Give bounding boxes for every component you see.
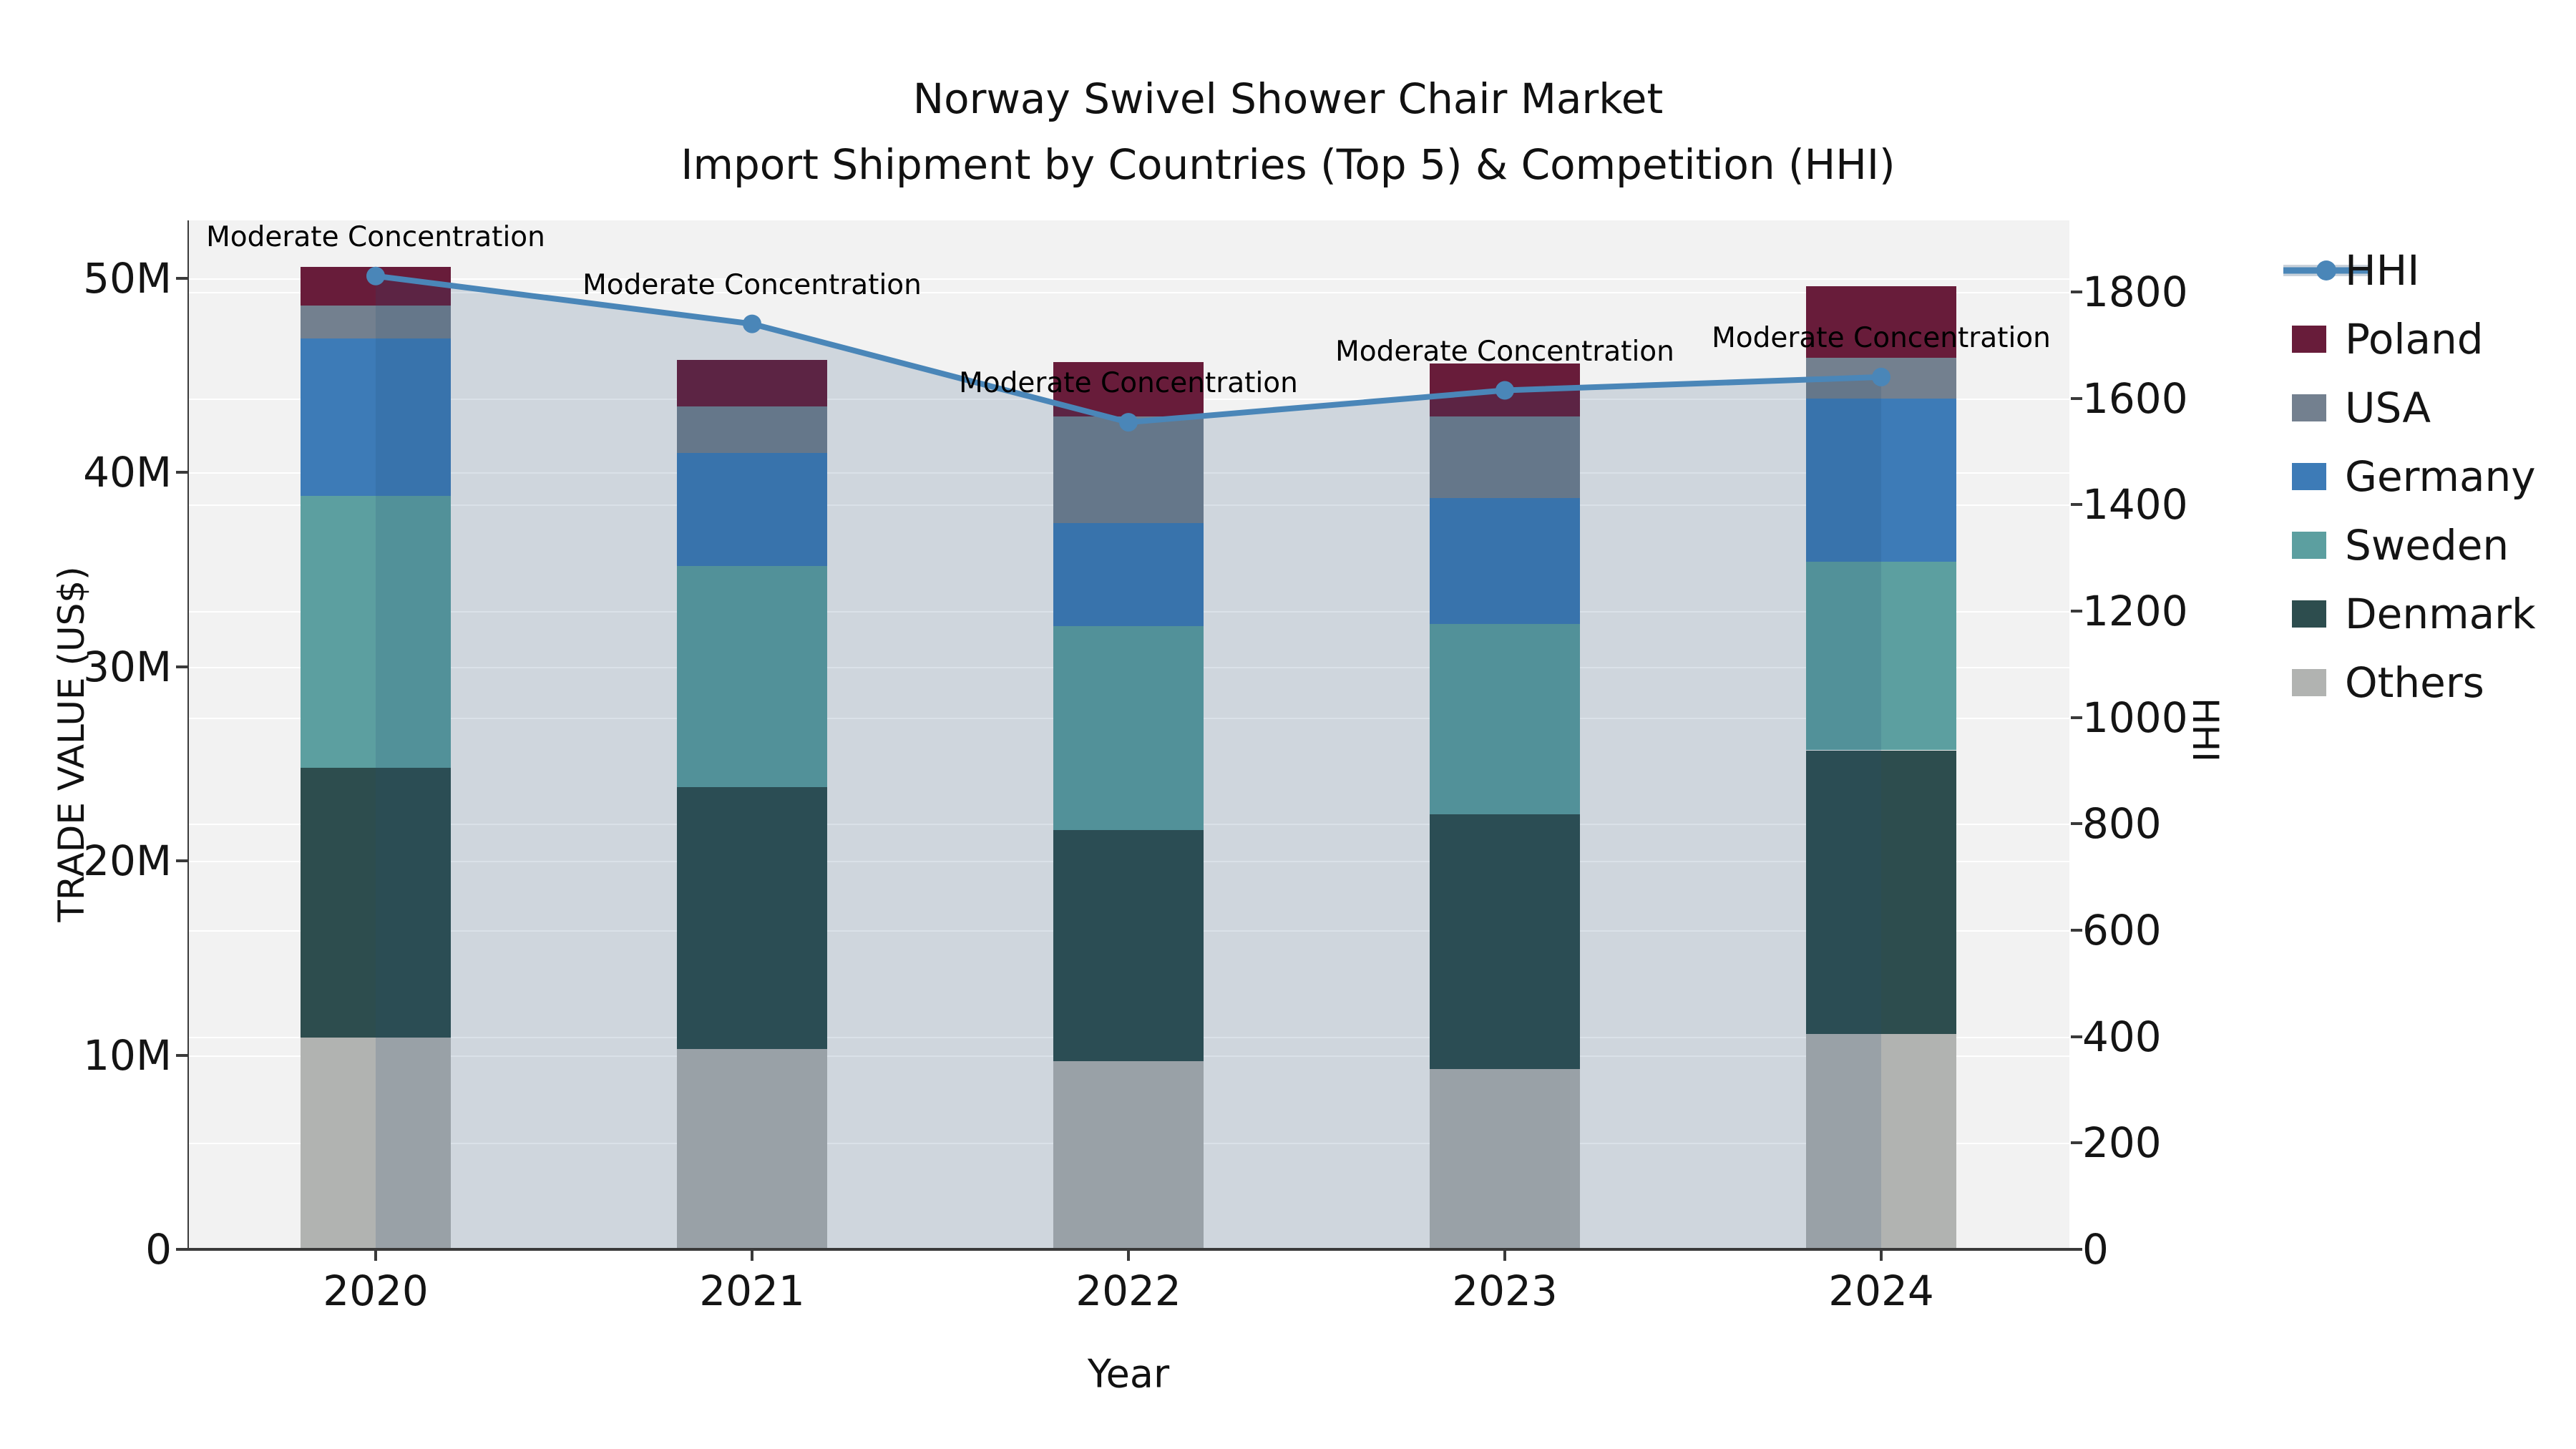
bar-segment-usa-2022 bbox=[1053, 416, 1204, 523]
legend-label-usa: USA bbox=[2345, 384, 2431, 432]
bar-segment-sweden-2024 bbox=[1806, 562, 1956, 751]
bar-segment-sweden-2020 bbox=[301, 495, 451, 768]
bar-segment-germany-2021 bbox=[677, 453, 827, 566]
left-tick-mark-20 bbox=[176, 859, 187, 863]
bar-segment-denmark-2023 bbox=[1430, 814, 1580, 1069]
legend-swatch-sweden bbox=[2292, 532, 2326, 559]
left-tick-10M: 10M bbox=[83, 1030, 172, 1080]
legend-swatch-poland bbox=[2292, 326, 2326, 353]
bar-segment-denmark-2020 bbox=[301, 767, 451, 1038]
legend-label-hhi: HHI bbox=[2345, 246, 2420, 295]
annotation-2020: Moderate Concentration bbox=[206, 220, 545, 253]
bar-segment-sweden-2023 bbox=[1430, 624, 1580, 815]
bar-segment-germany-2023 bbox=[1430, 497, 1580, 625]
bar-segment-others-2024 bbox=[1806, 1033, 1956, 1249]
right-tick-mark-800 bbox=[2071, 822, 2082, 826]
bar-segment-others-2020 bbox=[301, 1038, 451, 1249]
right-tick-mark-400 bbox=[2071, 1035, 2082, 1038]
annotation-2023: Moderate Concentration bbox=[1335, 335, 1674, 368]
bar-segment-germany-2024 bbox=[1806, 399, 1956, 562]
bar-segment-sweden-2021 bbox=[677, 565, 827, 788]
annotation-2024: Moderate Concentration bbox=[1712, 321, 2051, 354]
right-tick-0: 0 bbox=[2082, 1225, 2109, 1274]
bar-segment-denmark-2024 bbox=[1806, 750, 1956, 1034]
right-tick-mark-1800 bbox=[2071, 291, 2082, 293]
legend-label-germany: Germany bbox=[2345, 452, 2536, 501]
right-tick-600: 600 bbox=[2082, 906, 2162, 955]
left-tick-40M: 40M bbox=[83, 448, 172, 497]
bar-segment-poland-2023 bbox=[1430, 364, 1580, 416]
legend-swatch-hhi bbox=[2283, 256, 2369, 285]
left-tick-mark-50 bbox=[176, 277, 187, 280]
right-tick-1600: 1600 bbox=[2082, 374, 2188, 423]
x-axis-title: Year bbox=[1087, 1351, 1170, 1397]
right-tick-1000: 1000 bbox=[2082, 693, 2188, 742]
gridline-left-50 bbox=[187, 278, 2069, 280]
gridline-right-1800 bbox=[187, 292, 2069, 293]
bar-segment-sweden-2022 bbox=[1053, 625, 1204, 830]
bar-segment-usa-2021 bbox=[677, 406, 827, 454]
chart-title-line-1: Norway Swivel Shower Chair Market bbox=[912, 74, 1664, 123]
left-tick-mark-10 bbox=[176, 1053, 187, 1057]
x-tick-mark-2020 bbox=[374, 1251, 377, 1261]
x-tick-mark-2021 bbox=[751, 1251, 753, 1261]
right-tick-1200: 1200 bbox=[2082, 587, 2188, 635]
left-tick-50M: 50M bbox=[83, 254, 172, 303]
bar-segment-usa-2024 bbox=[1806, 358, 1956, 399]
chart-title: Norway Swivel Shower Chair Market Import… bbox=[680, 66, 1895, 197]
left-tick-0: 0 bbox=[145, 1225, 172, 1274]
right-tick-mark-1000 bbox=[2071, 716, 2082, 719]
legend-swatch-denmark bbox=[2292, 600, 2326, 628]
right-axis-title: HHI bbox=[2185, 698, 2226, 762]
left-tick-30M: 30M bbox=[83, 642, 172, 691]
right-tick-1400: 1400 bbox=[2082, 480, 2188, 530]
bar-segment-poland-2020 bbox=[301, 266, 451, 306]
bar-segment-others-2023 bbox=[1430, 1068, 1580, 1249]
bar-segment-germany-2022 bbox=[1053, 522, 1204, 626]
bar-segment-denmark-2022 bbox=[1053, 829, 1204, 1061]
left-tick-mark-0 bbox=[176, 1248, 187, 1251]
legend-swatch-usa bbox=[2292, 394, 2326, 421]
right-tick-400: 400 bbox=[2082, 1012, 2162, 1061]
x-tick-2023: 2023 bbox=[1452, 1267, 1558, 1315]
bar-segment-usa-2023 bbox=[1430, 416, 1580, 498]
legend-label-sweden: Sweden bbox=[2345, 521, 2509, 570]
right-tick-mark-1200 bbox=[2071, 610, 2082, 613]
right-tick-200: 200 bbox=[2082, 1118, 2162, 1168]
bar-segment-germany-2020 bbox=[301, 338, 451, 496]
left-axis-spine bbox=[187, 220, 189, 1249]
right-tick-1800: 1800 bbox=[2082, 268, 2188, 316]
x-tick-mark-2022 bbox=[1127, 1251, 1130, 1261]
legend-label-others: Others bbox=[2345, 658, 2484, 707]
right-tick-mark-1400 bbox=[2071, 503, 2082, 507]
annotation-2022: Moderate Concentration bbox=[959, 367, 1298, 400]
left-tick-mark-40 bbox=[176, 471, 187, 474]
bar-segment-others-2022 bbox=[1053, 1060, 1204, 1249]
right-tick-mark-0 bbox=[2071, 1248, 2082, 1251]
bottom-axis-spine bbox=[187, 1248, 2071, 1251]
x-tick-mark-2024 bbox=[1880, 1251, 1883, 1261]
left-tick-20M: 20M bbox=[83, 836, 172, 886]
x-tick-2022: 2022 bbox=[1075, 1267, 1181, 1315]
left-tick-mark-30 bbox=[176, 665, 187, 668]
right-tick-800: 800 bbox=[2082, 799, 2162, 849]
annotation-2021: Moderate Concentration bbox=[582, 268, 922, 301]
bar-segment-poland-2021 bbox=[677, 359, 827, 407]
right-tick-mark-600 bbox=[2071, 929, 2082, 932]
x-tick-2021: 2021 bbox=[699, 1267, 805, 1315]
legend-swatch-others bbox=[2292, 669, 2326, 696]
chart-title-line-2: Import Shipment by Countries (Top 5) & C… bbox=[680, 140, 1896, 189]
bar-segment-usa-2020 bbox=[301, 305, 451, 339]
x-tick-2020: 2020 bbox=[323, 1267, 429, 1315]
bar-segment-others-2021 bbox=[677, 1049, 827, 1249]
right-tick-mark-200 bbox=[2071, 1141, 2082, 1145]
x-tick-2024: 2024 bbox=[1828, 1267, 1934, 1315]
legend-swatch-germany bbox=[2292, 463, 2326, 490]
bar-segment-denmark-2021 bbox=[677, 787, 827, 1050]
right-tick-mark-1600 bbox=[2071, 396, 2082, 400]
x-tick-mark-2023 bbox=[1503, 1251, 1506, 1261]
legend-label-poland: Poland bbox=[2345, 315, 2484, 364]
legend-label-denmark: Denmark bbox=[2345, 590, 2536, 638]
